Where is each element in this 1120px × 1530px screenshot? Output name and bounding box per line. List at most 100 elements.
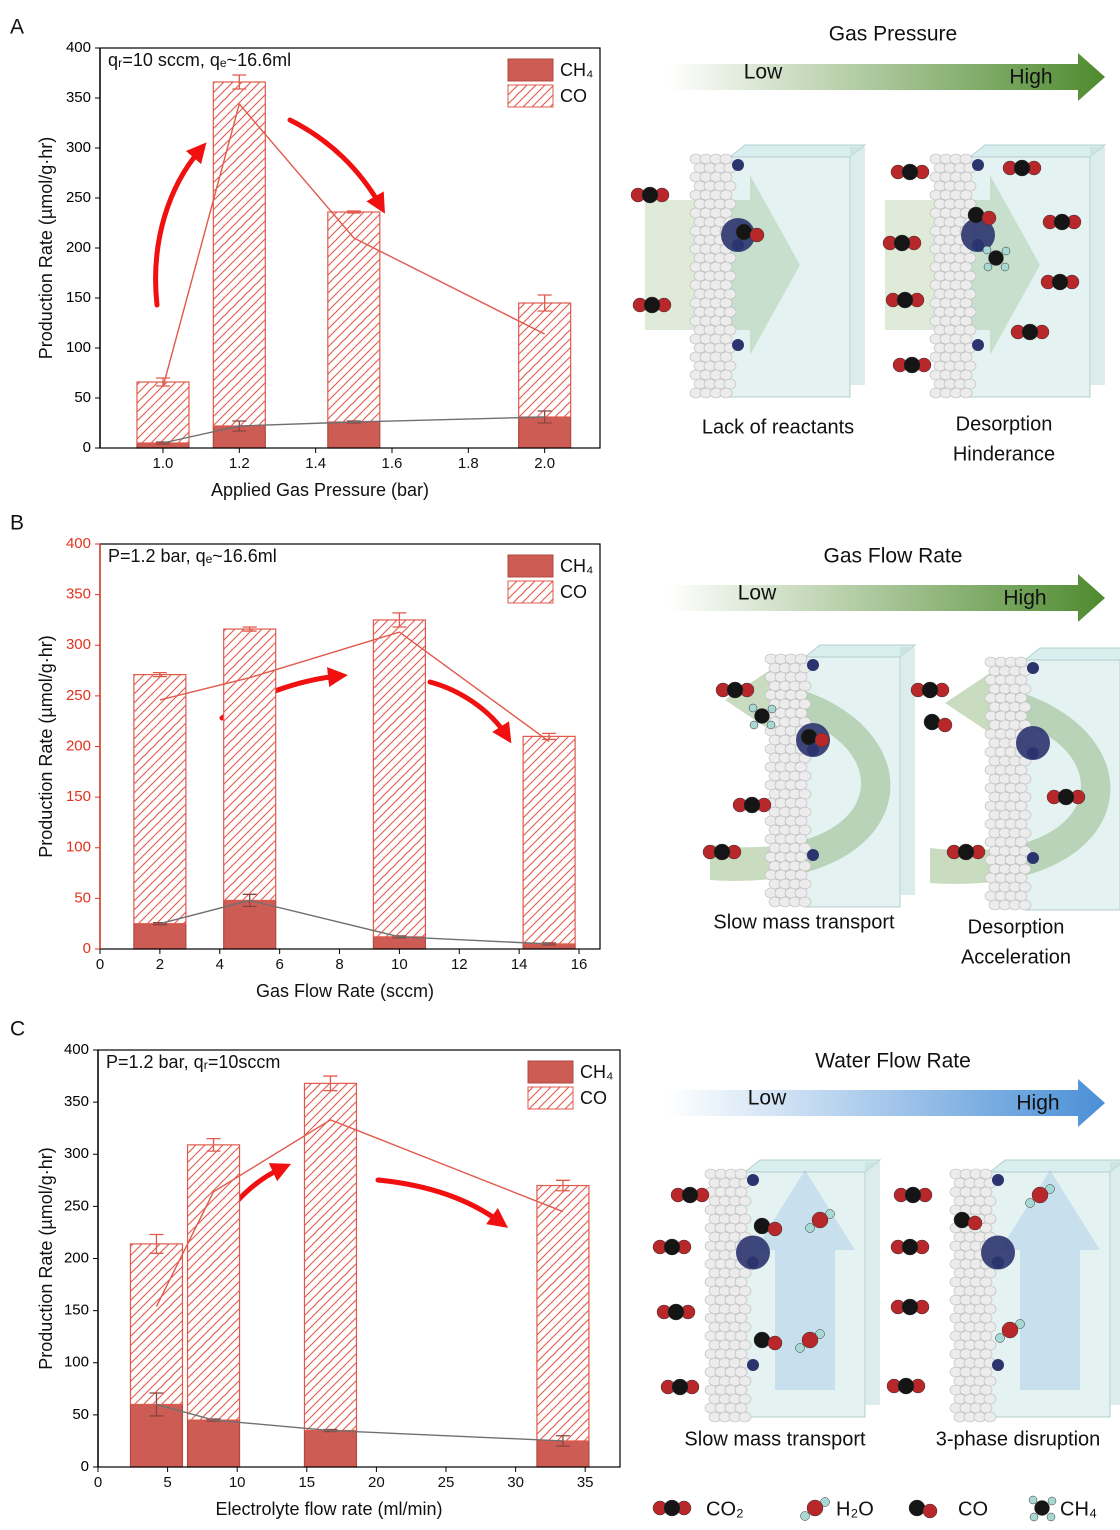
electrode-particle <box>1015 837 1027 847</box>
electrode-particle <box>739 1286 751 1296</box>
atom <box>1030 1513 1038 1521</box>
catalyst <box>972 159 984 171</box>
electrode-particle <box>720 334 732 344</box>
arrow <box>430 682 506 735</box>
legend-label: CH₄ <box>580 1062 613 1082</box>
electrode-particle <box>724 361 736 371</box>
arrow <box>378 1180 500 1222</box>
atom <box>1048 1497 1056 1505</box>
electrode-particle <box>984 1340 996 1350</box>
electrode-particle <box>720 352 732 362</box>
atom <box>968 207 984 223</box>
atom <box>902 164 918 180</box>
y-tick-label: 300 <box>66 636 91 653</box>
x-tick-label: 10 <box>229 1474 246 1491</box>
electrode-particle <box>960 370 972 380</box>
x-tick-label: 4 <box>216 956 224 973</box>
electrode-particle <box>1019 774 1031 784</box>
y-tick-label: 100 <box>66 339 91 356</box>
illustration-title: Water Flow Rate <box>815 1050 971 1073</box>
bar-ch4 <box>304 1431 356 1467</box>
electrode-particle <box>1019 882 1031 892</box>
electrode-particle <box>1015 801 1027 811</box>
electrode-particle <box>1019 828 1031 838</box>
electrode-particle <box>735 1367 747 1377</box>
electrode-particle <box>960 154 972 164</box>
atom <box>750 228 764 242</box>
y-tick-label: 250 <box>66 687 91 704</box>
high-label: High <box>1016 1092 1059 1115</box>
atom <box>767 721 775 729</box>
x-tick-label: 8 <box>335 956 343 973</box>
low-label: Low <box>738 582 777 605</box>
figure: 0501001502002503003504001.01.21.41.61.82… <box>0 0 1120 1530</box>
electrode-particle <box>795 852 807 862</box>
x-tick-label: 2.0 <box>534 455 555 472</box>
electrolyte-box <box>730 145 865 157</box>
molecule-label: CO <box>958 1498 988 1520</box>
electrolyte-side <box>900 647 915 895</box>
bar-co <box>373 620 425 937</box>
electrode-particle <box>984 1214 996 1224</box>
caption: 3-phase disruption <box>936 1428 1101 1450</box>
x-tick-label: 16 <box>571 956 588 973</box>
bar-co <box>130 1244 182 1405</box>
electrode-particle <box>1015 657 1027 667</box>
electrode-particle <box>724 325 736 335</box>
electrode-particle <box>984 1376 996 1386</box>
atom <box>727 682 743 698</box>
bar-ch4 <box>188 1420 240 1467</box>
caption: Acceleration <box>961 946 1071 968</box>
electrode-particle <box>724 199 736 209</box>
electrode-particle <box>799 771 811 781</box>
y-tick-label: 150 <box>64 1302 89 1319</box>
y-tick-label: 350 <box>64 1093 89 1110</box>
caption: Lack of reactants <box>702 416 854 438</box>
y-tick-label: 0 <box>83 439 91 456</box>
atom <box>796 1344 805 1353</box>
electrode-particle <box>960 280 972 290</box>
electrode-particle <box>980 1331 992 1341</box>
electrode-particle <box>739 1412 751 1422</box>
bar-co <box>188 1145 240 1420</box>
electrode-particle <box>720 208 732 218</box>
electrode-particle <box>1019 864 1031 874</box>
electrode-particle <box>960 172 972 182</box>
y-tick-label: 350 <box>66 586 91 603</box>
y-tick-label: 400 <box>66 39 91 56</box>
electrode-particle <box>1015 891 1027 901</box>
electrode-particle <box>795 654 807 664</box>
electrode-particle <box>735 1403 747 1413</box>
illustration-title: Gas Pressure <box>829 23 957 46</box>
x-tick-label: 5 <box>163 1474 171 1491</box>
atom <box>1026 1199 1035 1208</box>
electrode-particle <box>984 1394 996 1404</box>
atom <box>982 211 996 225</box>
electrode-particle <box>1015 783 1027 793</box>
electrode-particle <box>739 1304 751 1314</box>
panel-label: C <box>10 1018 25 1041</box>
y-tick-label: 150 <box>66 289 91 306</box>
electrode-particle <box>960 316 972 326</box>
x-tick-label: 12 <box>451 956 468 973</box>
electrode-particle <box>720 316 732 326</box>
trend-line <box>160 632 549 741</box>
atom <box>984 263 992 271</box>
y-axis-label: Production Rate (µmol/g·hr) <box>36 635 56 857</box>
atom <box>938 718 952 732</box>
electrode-particle <box>795 888 807 898</box>
bar-co <box>523 736 575 944</box>
atom <box>714 844 730 860</box>
electrode-particle <box>799 807 811 817</box>
atom <box>989 251 1004 266</box>
bar-ch4 <box>224 900 276 949</box>
arrow <box>290 120 380 205</box>
electrode-particle <box>1015 675 1027 685</box>
electrode-particle <box>795 834 807 844</box>
bar-co <box>304 1083 356 1430</box>
electrode-particle <box>735 1223 747 1233</box>
electrode-particle <box>720 298 732 308</box>
catalyst <box>1027 662 1039 674</box>
atom <box>1022 324 1038 340</box>
